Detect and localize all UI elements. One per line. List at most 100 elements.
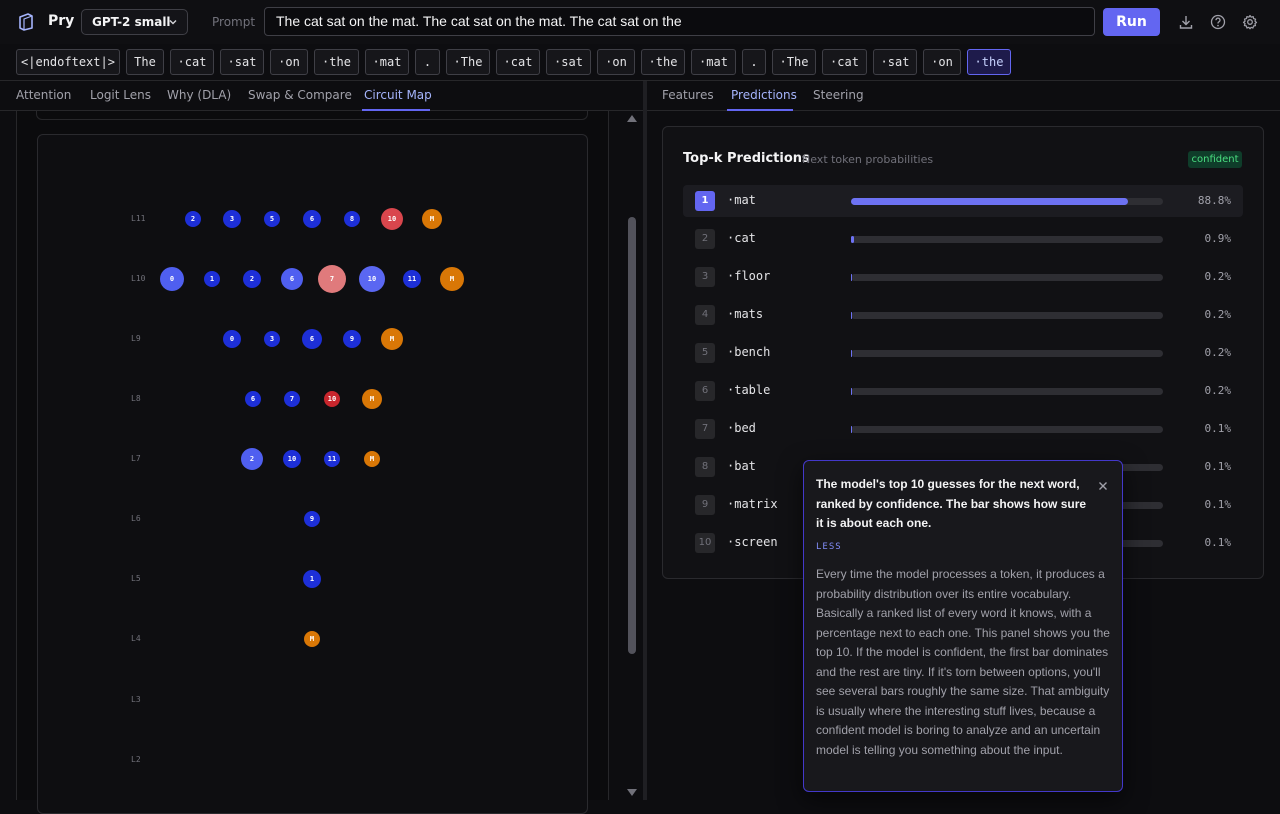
attention-head-node[interactable]: 10 <box>324 391 340 407</box>
tab-attention[interactable]: Attention <box>16 88 71 102</box>
probability-value: 0.2% <box>1205 308 1232 321</box>
layer-label: L8 <box>131 394 141 403</box>
tooltip-less-toggle[interactable]: LESS <box>816 542 842 552</box>
token-chip[interactable]: ·mat <box>365 49 409 75</box>
probability-value: 0.1% <box>1205 498 1232 511</box>
panel-divider[interactable] <box>643 81 647 800</box>
token-chip[interactable]: ·mat <box>691 49 736 75</box>
token-chip[interactable]: . <box>742 49 766 75</box>
predicted-token: ·matrix <box>727 497 778 511</box>
scrollbar-thumb[interactable] <box>628 217 636 654</box>
token-chip[interactable]: ·cat <box>170 49 214 75</box>
token-chip[interactable]: ·on <box>270 49 308 75</box>
tab-logit-lens[interactable]: Logit Lens <box>90 88 151 102</box>
tab-circuit-map[interactable]: Circuit Map <box>364 88 432 102</box>
token-chip[interactable]: The <box>126 49 164 75</box>
model-select[interactable]: GPT-2 small <box>81 9 188 35</box>
probability-bar-fill <box>851 350 852 357</box>
token-chip[interactable]: ·the <box>641 49 685 75</box>
tooltip-body: Every time the model processes a token, … <box>816 565 1114 760</box>
token-chip-selected[interactable]: ·the <box>967 49 1011 75</box>
tab-swap-compare[interactable]: Swap & Compare <box>248 88 352 102</box>
attention-head-node[interactable]: 6 <box>303 210 321 228</box>
attention-head-node[interactable]: 9 <box>343 330 361 348</box>
predictions-subtitle: Next token probabilities <box>802 153 933 166</box>
token-chip[interactable]: . <box>415 49 440 75</box>
attention-head-node[interactable]: 10 <box>283 450 301 468</box>
mlp-node[interactable]: M <box>422 209 442 229</box>
settings-gear-icon[interactable] <box>1242 14 1258 30</box>
tab-features[interactable]: Features <box>662 88 714 102</box>
token-chip[interactable]: ·on <box>597 49 635 75</box>
circuit-map-card <box>37 134 588 814</box>
attention-head-node[interactable]: 11 <box>324 451 340 467</box>
attention-head-node[interactable]: 7 <box>284 391 300 407</box>
attention-head-node[interactable]: 2 <box>241 448 263 470</box>
attention-head-node[interactable]: 1 <box>303 570 321 588</box>
layer-label: L10 <box>131 274 145 283</box>
layer-label: L5 <box>131 574 141 583</box>
tab-steering[interactable]: Steering <box>813 88 864 102</box>
mlp-node[interactable]: M <box>381 328 403 350</box>
left-panel-tabs: Attention Logit Lens Why (DLA) Swap & Co… <box>0 81 643 111</box>
mlp-node[interactable]: M <box>362 389 382 409</box>
token-chip[interactable]: ·The <box>772 49 816 75</box>
run-button[interactable]: Run <box>1103 8 1160 36</box>
attention-head-node[interactable]: 7 <box>318 265 346 293</box>
token-chip[interactable]: ·the <box>314 49 359 75</box>
token-chip[interactable]: ·sat <box>546 49 591 75</box>
rank-badge: 6 <box>695 381 715 401</box>
attention-head-node[interactable]: 6 <box>281 268 303 290</box>
token-chip[interactable]: <|endoftext|> <box>16 49 120 75</box>
predicted-token: ·bat <box>727 459 756 473</box>
token-chip[interactable]: ·cat <box>496 49 540 75</box>
attention-head-node[interactable]: 5 <box>264 211 280 227</box>
scroll-up-arrow-icon[interactable] <box>627 115 637 122</box>
token-chip[interactable]: ·The <box>446 49 490 75</box>
predicted-token: ·cat <box>727 231 756 245</box>
attention-head-node[interactable]: 3 <box>264 331 280 347</box>
attention-head-node[interactable]: 0 <box>160 267 184 291</box>
attention-head-node[interactable]: 2 <box>185 211 201 227</box>
attention-head-node[interactable]: 1 <box>204 271 220 287</box>
mlp-node[interactable]: M <box>304 631 320 647</box>
attention-head-node[interactable]: 3 <box>223 210 241 228</box>
prompt-input[interactable]: The cat sat on the mat. The cat sat on t… <box>264 7 1095 36</box>
token-chip[interactable]: ·sat <box>873 49 917 75</box>
download-icon[interactable] <box>1178 14 1194 30</box>
token-chip[interactable]: ·cat <box>822 49 867 75</box>
rank-badge: 3 <box>695 267 715 287</box>
token-chip[interactable]: ·on <box>923 49 961 75</box>
predicted-token: ·floor <box>727 269 770 283</box>
tab-why-dla[interactable]: Why (DLA) <box>167 88 231 102</box>
attention-head-node[interactable]: 10 <box>381 208 403 230</box>
token-chip[interactable]: ·sat <box>220 49 264 75</box>
tab-predictions[interactable]: Predictions <box>731 88 797 102</box>
attention-head-node[interactable]: 10 <box>359 266 385 292</box>
close-icon[interactable] <box>1097 480 1109 492</box>
scroll-down-arrow-icon[interactable] <box>627 789 637 796</box>
attention-head-node[interactable]: 2 <box>243 270 261 288</box>
attention-head-node[interactable]: 9 <box>304 511 320 527</box>
probability-value: 0.1% <box>1205 422 1232 435</box>
attention-head-node[interactable]: 0 <box>223 330 241 348</box>
help-icon[interactable] <box>1210 14 1226 30</box>
attention-head-node[interactable]: 11 <box>403 270 421 288</box>
attention-head-node[interactable]: 6 <box>302 329 322 349</box>
mlp-node[interactable]: M <box>440 267 464 291</box>
probability-value: 0.1% <box>1205 536 1232 549</box>
attention-head-node[interactable]: 6 <box>245 391 261 407</box>
layer-label: L2 <box>131 755 141 764</box>
predictions-help-tooltip: The model's top 10 guesses for the next … <box>803 460 1123 792</box>
mlp-node[interactable]: M <box>364 451 380 467</box>
attention-head-node[interactable]: 8 <box>344 211 360 227</box>
probability-bar <box>851 426 1163 433</box>
rank-badge: 10 <box>695 533 715 553</box>
